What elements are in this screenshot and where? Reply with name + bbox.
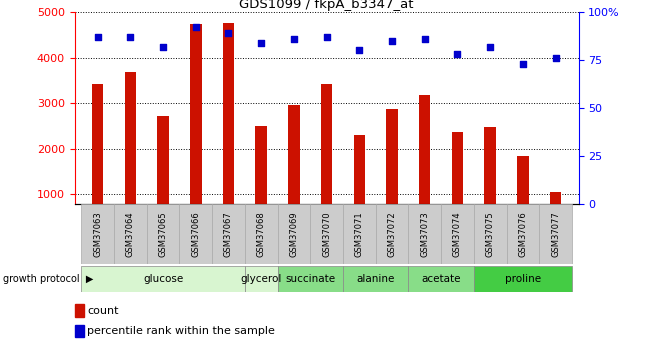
Bar	[310, 204, 343, 264]
Text: GSM37066: GSM37066	[191, 211, 200, 257]
Point	[452, 51, 463, 57]
Bar	[114, 204, 147, 264]
Text: GSM37073: GSM37073	[421, 211, 429, 257]
Text: percentile rank within the sample: percentile rank within the sample	[87, 326, 275, 336]
Text: GSM37075: GSM37075	[486, 211, 495, 257]
Bar	[278, 266, 343, 292]
Bar	[408, 204, 441, 264]
Bar	[376, 204, 408, 264]
Point	[387, 38, 397, 43]
Bar	[255, 126, 267, 240]
Bar	[386, 109, 398, 240]
Point	[92, 34, 103, 40]
Text: glucose: glucose	[143, 274, 183, 284]
Bar	[517, 156, 528, 240]
Point	[485, 44, 495, 49]
Text: glycerol: glycerol	[240, 274, 282, 284]
Bar	[278, 204, 310, 264]
Bar	[474, 266, 572, 292]
Point	[158, 44, 168, 49]
Bar	[484, 127, 496, 240]
Bar	[321, 83, 332, 240]
Text: GSM37072: GSM37072	[387, 211, 396, 257]
Bar	[157, 116, 169, 240]
Point	[321, 34, 332, 40]
Point	[125, 34, 136, 40]
Point	[224, 30, 234, 36]
Point	[551, 55, 561, 61]
Bar	[81, 204, 114, 264]
Bar	[408, 266, 474, 292]
Text: GSM37077: GSM37077	[551, 211, 560, 257]
Point	[517, 61, 528, 67]
Title: GDS1099 / fkpA_b3347_at: GDS1099 / fkpA_b3347_at	[239, 0, 414, 11]
Bar	[343, 204, 376, 264]
Text: growth protocol  ▶: growth protocol ▶	[3, 274, 94, 284]
Bar	[245, 266, 278, 292]
Text: GSM37070: GSM37070	[322, 211, 331, 257]
Text: acetate: acetate	[421, 274, 461, 284]
Text: GSM37071: GSM37071	[355, 211, 364, 257]
Bar	[212, 204, 245, 264]
Text: GSM37064: GSM37064	[126, 211, 135, 257]
Bar	[419, 95, 430, 240]
Text: alanine: alanine	[356, 274, 395, 284]
Text: GSM37063: GSM37063	[93, 211, 102, 257]
Text: GSM37067: GSM37067	[224, 211, 233, 257]
Text: proline: proline	[505, 274, 541, 284]
Bar	[550, 192, 562, 240]
Point	[256, 40, 266, 46]
Bar	[81, 266, 245, 292]
Text: count: count	[87, 306, 119, 315]
Bar	[452, 131, 463, 240]
Bar	[343, 266, 408, 292]
Bar	[540, 204, 572, 264]
Bar	[190, 24, 202, 240]
Bar	[179, 204, 212, 264]
Bar	[125, 72, 136, 240]
Bar	[441, 204, 474, 264]
Bar	[223, 23, 234, 240]
Text: GSM37068: GSM37068	[257, 211, 266, 257]
Text: succinate: succinate	[285, 274, 335, 284]
Bar	[92, 83, 103, 240]
Text: GSM37076: GSM37076	[519, 211, 527, 257]
Point	[354, 48, 365, 53]
Bar	[354, 135, 365, 240]
Text: GSM37069: GSM37069	[289, 211, 298, 257]
Text: GSM37074: GSM37074	[453, 211, 462, 257]
Bar	[245, 204, 278, 264]
Bar	[75, 325, 84, 337]
Bar	[147, 204, 179, 264]
Text: GSM37065: GSM37065	[159, 211, 168, 257]
Bar	[474, 204, 506, 264]
Point	[419, 36, 430, 42]
Point	[289, 36, 299, 42]
Bar	[75, 304, 84, 317]
Bar	[288, 105, 300, 240]
Point	[190, 24, 201, 30]
Bar	[506, 204, 540, 264]
